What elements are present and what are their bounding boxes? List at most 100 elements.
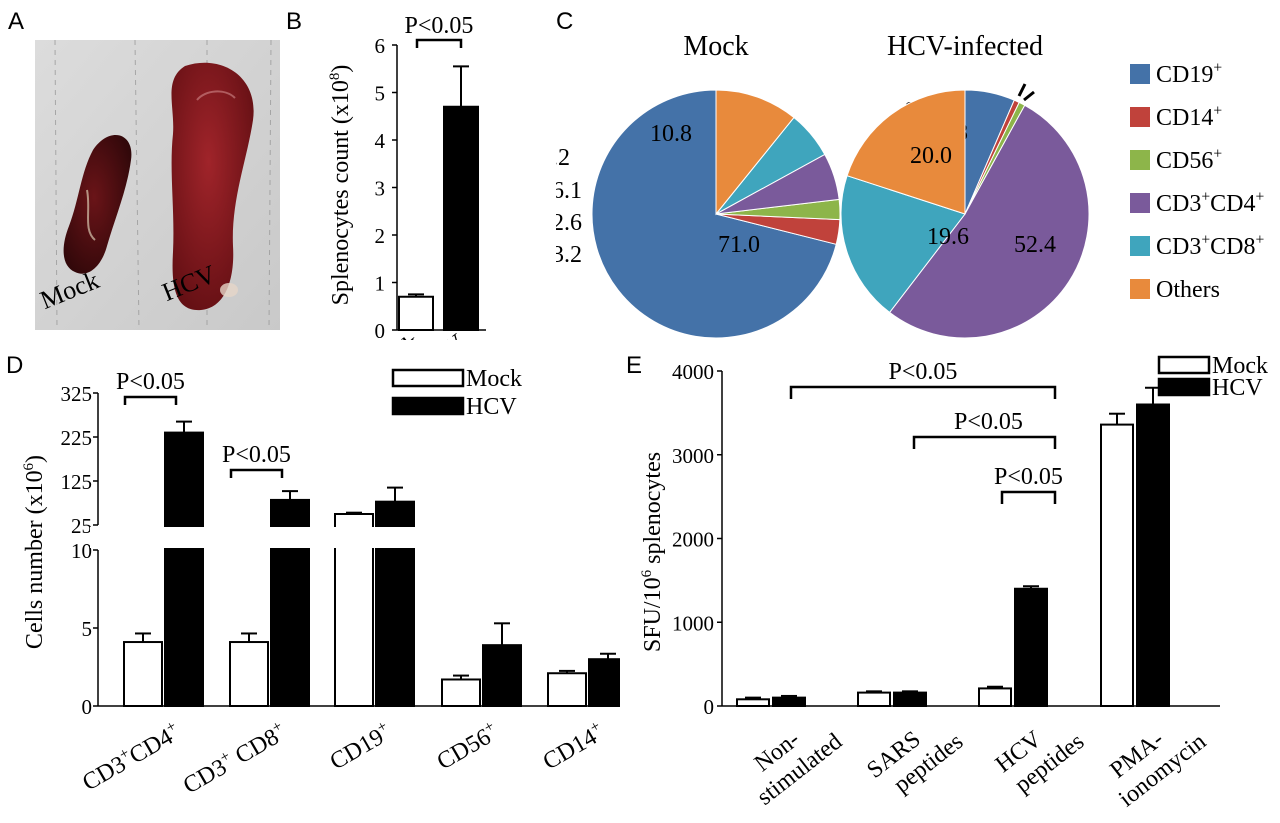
legend-swatch-cd3cd4 — [1130, 193, 1150, 213]
chart-b-bar-hcv — [443, 105, 479, 331]
chart-e-bar-hcv-peptides-hcv — [1014, 587, 1048, 707]
chart-d-y-tick-label: 0 — [82, 695, 93, 719]
legend-label-cd19: CD19+ — [1156, 59, 1222, 88]
spleen-photo — [35, 40, 280, 330]
chart-e-y-tick-label: 2000 — [672, 528, 714, 552]
chart-b-significance-bracket — [415, 38, 463, 48]
chart-b-bar-mock — [398, 295, 434, 331]
chart-e-y-tick-label: 1000 — [672, 611, 714, 635]
chart-e-significance-label: P<0.05 — [954, 409, 1023, 435]
legend-swatch-cd3cd8 — [1130, 236, 1150, 256]
legend-label-cd56: CD56+ — [1156, 145, 1222, 174]
chart-d-legend-swatch-hcv — [391, 396, 465, 416]
chart-d-y-tick-label: 5 — [82, 617, 93, 641]
chart-e-sfu: 0 1000 2000 3000 4000 SFU/106 splenocytes Non-… — [639, 353, 1268, 813]
pie-hcv-leader-cd56 — [1023, 90, 1035, 102]
chart-d-x-tick-label-cd3cd4: CD3+CD4+ — [77, 717, 185, 796]
pie-hcv-leader-cd14 — [1017, 83, 1027, 97]
pie-title-mock: Mock — [683, 31, 748, 62]
chart-e-legend-swatch-hcv — [1157, 377, 1211, 397]
chart-d-bar-cd3cd4-mock — [123, 641, 163, 708]
pie-mock-slice-others — [715, 89, 795, 216]
chart-d-bar-cd56-mock — [441, 678, 481, 708]
chart-b-y-tick-label: 3 — [375, 177, 386, 201]
pie-hcv-slice-cd3cd8 — [840, 175, 966, 314]
chart-d-bar-cd3cd8-mock — [229, 641, 269, 708]
pie-hcv-label-cd3cd4: 52.4 — [1014, 232, 1056, 258]
legend-label-cd14: CD14+ — [1156, 102, 1222, 131]
chart-d-y-tick-label: 25 — [71, 514, 92, 538]
chart-e-x-tick-label-pma-ionomycin: PMA-ionomycin — [1097, 707, 1211, 813]
chart-d-significance-bracket — [229, 468, 284, 478]
chart-d-significance-label: P<0.05 — [222, 442, 291, 468]
chart-e-y-tick-label: 3000 — [672, 444, 714, 468]
chart-b-y-tick-label: 1 — [375, 272, 386, 296]
pie-mock-label-cd3cd4: 6.1 — [556, 178, 582, 204]
legend-label-cd3cd4: CD3+CD4+ — [1156, 188, 1264, 217]
chart-c-pies: 71.03.22.66.16.210.8Mock6.50.70.852.419.… — [556, 31, 1264, 339]
chart-b-y-label: Splenocytes count (x108) — [327, 65, 354, 306]
chart-e-significance-bracket — [1000, 490, 1057, 504]
chart-e-significance-bracket — [912, 435, 1057, 449]
legend-swatch-cd19 — [1130, 64, 1150, 84]
chart-b-y-tick-label: 5 — [375, 82, 386, 106]
pie-mock-label-cd14: 3.2 — [556, 242, 582, 268]
chart-b-y-tick-label: 4 — [375, 129, 386, 153]
chart-e-significance-label: P<0.05 — [994, 464, 1063, 490]
chart-e-y-label: SFU/106 splenocytes — [639, 452, 666, 652]
chart-e-x-tick-label-non-stimulated: Non-stimulated — [735, 707, 847, 811]
chart-d-y-label: Cells number (x106) — [21, 455, 48, 649]
chart-b-significance-label: P<0.05 — [405, 13, 474, 39]
chart-d-legend-label-mock: Mock — [466, 366, 522, 392]
pie-hcv-slice-others — [846, 89, 966, 215]
chart-e-bar-sars-peptides-hcv — [893, 691, 927, 708]
pie-mock-label-cd3cd8: 6.2 — [556, 145, 570, 171]
pie-hcv-label-cd3cd8: 19.6 — [927, 224, 969, 250]
chart-b-y-tick-label: 2 — [375, 224, 386, 248]
chart-d-y-tick-label: 225 — [61, 426, 93, 450]
chart-e-significance-label: P<0.05 — [889, 359, 958, 385]
legend-label-others: Others — [1156, 277, 1220, 303]
chart-d-significance-bracket — [123, 395, 178, 405]
pie-hcv-slice-cd3cd4 — [888, 104, 1090, 339]
chart-e-legend-label-hcv: HCV — [1212, 375, 1263, 401]
pie-title-hcv: HCV-infected — [887, 31, 1043, 62]
chart-d-x-tick-label-cd14: CD14+ — [537, 717, 609, 775]
chart-d-y-tick-label: 10 — [71, 539, 92, 563]
panel-label-b: B — [286, 8, 303, 35]
chart-e-bar-non-stimulated-mock — [736, 698, 770, 707]
chart-b-y-tick-label: 6 — [375, 34, 386, 58]
chart-e-legend-swatch-mock — [1157, 355, 1211, 375]
chart-d-axis-break — [90, 527, 610, 548]
chart-e-y-tick-label: 4000 — [672, 360, 714, 384]
chart-d-x-tick-label-cd19: CD19+ — [324, 717, 396, 775]
chart-e-bar-pma-ionomycin-hcv — [1136, 403, 1170, 707]
chart-d-bar-cd14-hcv — [588, 658, 620, 708]
chart-e-significance-bracket — [789, 385, 1057, 399]
chart-e-bar-sars-peptides-mock — [857, 691, 891, 708]
chart-d-y-tick-label: 125 — [61, 470, 93, 494]
chart-d-bar-cd3cd4-hcv — [164, 431, 204, 707]
pie-hcv-label-others: 20.0 — [910, 143, 952, 169]
chart-e-x-tick-label-hcv-peptides: HCVpeptides — [991, 707, 1089, 800]
chart-e-bar-non-stimulated-hcv — [772, 696, 806, 707]
chart-d-legend-swatch-mock — [391, 368, 465, 388]
chart-e-legend-label-mock: Mock — [1212, 353, 1268, 379]
chart-d-significance-label: P<0.05 — [116, 369, 185, 395]
chart-d-x-tick-label-cd56: CD56+ — [431, 717, 503, 775]
chart-e-bar-pma-ionomycin-mock — [1100, 423, 1134, 707]
chart-e-y-tick-label: 0 — [704, 695, 715, 719]
chart-d-bar-cd14-mock — [547, 672, 587, 707]
legend-label-cd3cd8: CD3+CD8+ — [1156, 231, 1264, 260]
panel-label-e: E — [626, 352, 643, 379]
pie-mock-slice-cd19 — [591, 89, 837, 339]
chart-e-bar-hcv-peptides-mock — [978, 687, 1012, 708]
panel-label-a: A — [8, 8, 25, 35]
pie-mock-label-cd19: 71.0 — [718, 232, 760, 258]
legend-swatch-others — [1130, 279, 1150, 299]
legend-swatch-cd56 — [1130, 150, 1150, 170]
chart-d-x-tick-label-cd3cd8: CD3+ CD8+ — [178, 717, 291, 799]
chart-e-x-tick-label-sars-peptides: SARSpeptides — [862, 707, 968, 806]
legend-swatch-cd14 — [1130, 107, 1150, 127]
chart-d-legend-label-hcv: HCV — [466, 394, 517, 420]
